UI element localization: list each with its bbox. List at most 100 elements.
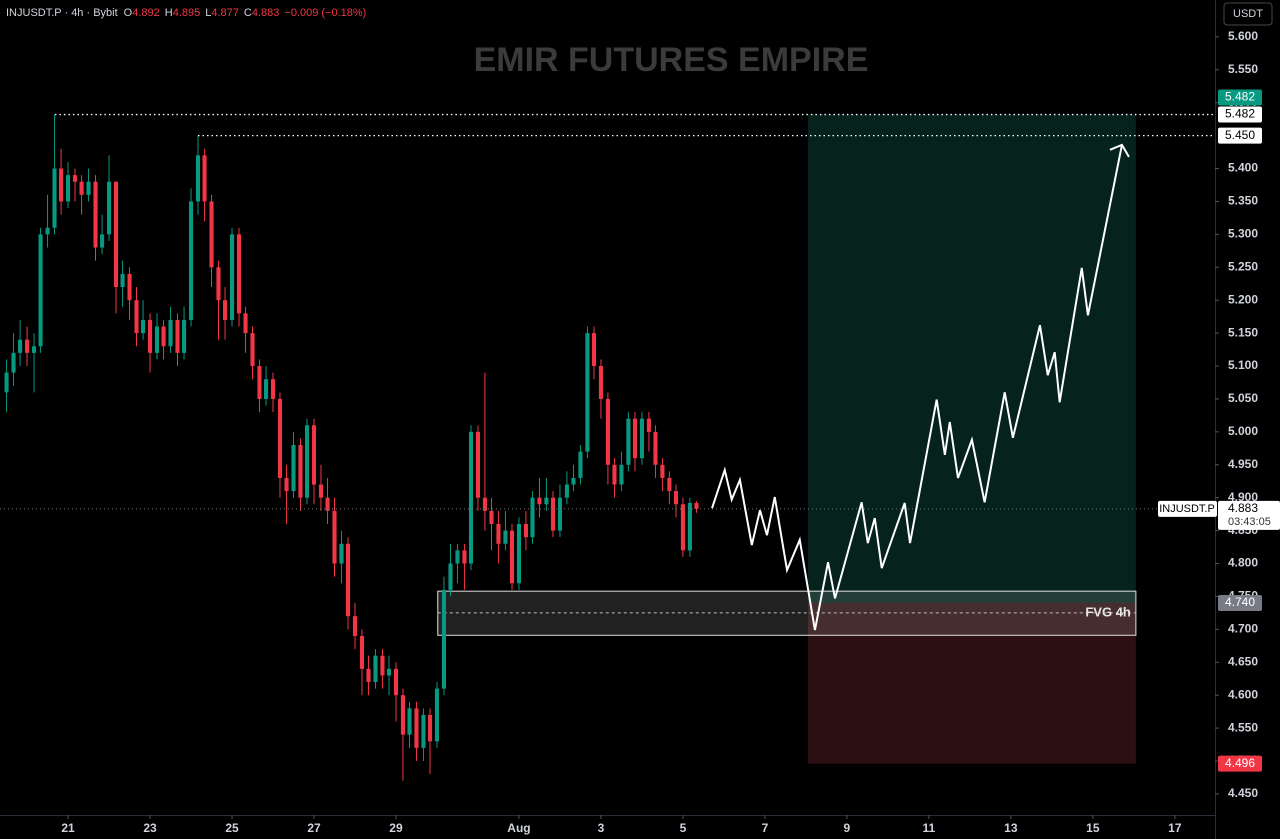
candle-body <box>468 431 474 564</box>
candle-body <box>571 477 576 485</box>
candle-body <box>304 425 310 498</box>
candle-body <box>168 319 173 347</box>
price-label: 5.482 <box>1225 90 1255 104</box>
candle-body <box>31 346 37 353</box>
candles <box>4 114 699 781</box>
candle-body <box>120 273 125 288</box>
candle-body <box>291 445 296 492</box>
x-tick-label: 11 <box>923 821 936 835</box>
candle-body <box>222 300 228 320</box>
candle-body <box>195 155 201 202</box>
x-tick-label: 23 <box>143 821 157 835</box>
symbol-tag-bg <box>1158 500 1217 517</box>
candle-body <box>667 477 672 492</box>
candle-body <box>489 510 494 525</box>
candle-body <box>25 339 30 353</box>
x-tick-label: 9 <box>844 821 851 835</box>
candle-body <box>639 418 644 459</box>
zones: FVG 4h <box>437 114 1137 764</box>
candle-body <box>509 530 515 584</box>
y-tick-label: 5.100 <box>1228 358 1258 372</box>
y-tick-label: 4.950 <box>1228 457 1258 471</box>
candle-body <box>523 524 528 538</box>
stop-zone <box>807 603 1136 764</box>
candle-body <box>434 688 440 742</box>
candle-body <box>311 425 317 485</box>
candle-body <box>257 366 262 399</box>
candle-body <box>380 655 385 676</box>
candle-body <box>598 366 603 399</box>
candle-body <box>243 313 248 334</box>
x-tick-label: 29 <box>389 821 403 835</box>
candle-body <box>141 319 146 334</box>
candle-body <box>605 398 610 465</box>
price-label: 4.496 <box>1225 756 1255 770</box>
candle-body <box>530 497 535 538</box>
candle-body <box>578 451 583 478</box>
candle-body <box>516 524 522 584</box>
candle-body <box>345 543 351 617</box>
candle-body <box>298 445 303 498</box>
price-label-bg <box>1218 755 1262 772</box>
x-tick-label: 13 <box>1004 821 1018 835</box>
candle-body <box>632 418 638 459</box>
candle-body <box>694 502 699 509</box>
countdown: 03:43:05 <box>1228 516 1271 528</box>
x-tick-label: 5 <box>680 821 687 835</box>
candle-body <box>653 431 658 465</box>
candle-body <box>400 695 405 735</box>
candle-body <box>175 319 180 353</box>
candle-body <box>591 333 597 367</box>
candle-body <box>325 497 330 511</box>
candle-body <box>202 155 207 202</box>
candle-body <box>585 333 590 452</box>
candle-body <box>147 319 153 353</box>
candle-body <box>475 431 481 498</box>
x-tick-label: 27 <box>307 821 321 835</box>
candle-body <box>79 181 84 195</box>
y-tick-label: 5.050 <box>1228 391 1258 405</box>
candle-body <box>482 497 487 511</box>
x-tick-label: 25 <box>225 821 239 835</box>
candle-body <box>250 333 255 367</box>
candle-body <box>86 181 91 195</box>
y-tick-label: 5.000 <box>1228 424 1258 438</box>
candle-body <box>393 668 399 696</box>
overlay <box>0 113 1215 631</box>
candle-body <box>455 550 460 564</box>
candle-body <box>421 714 426 748</box>
candle-body <box>619 464 624 485</box>
price-label: 5.450 <box>1225 128 1255 142</box>
candle-body <box>448 563 453 590</box>
y-tick-label: 5.550 <box>1228 62 1258 76</box>
y-tick-label: 5.350 <box>1228 194 1258 208</box>
ohlc-letter: C <box>244 7 252 19</box>
y-tick-label: 5.600 <box>1228 29 1258 43</box>
candle-body <box>59 168 64 202</box>
y-tick-label: 4.550 <box>1228 720 1258 734</box>
x-tick-label: 7 <box>762 821 769 835</box>
y-tick-label: 4.900 <box>1228 490 1258 504</box>
last-price: 4.883 <box>1228 501 1258 515</box>
legend-header: INJUSDT.P · 4h · Bybit O4.892 H4.895 L4.877… <box>6 7 366 19</box>
ohlc-value: 4.895 <box>173 7 201 19</box>
ohlc-letter: O <box>124 7 133 19</box>
candle-body <box>11 352 16 373</box>
candle-body <box>550 497 556 531</box>
candle-body <box>427 714 433 742</box>
candle-body <box>284 477 289 492</box>
candle-body <box>52 168 57 228</box>
candle-body <box>188 201 194 320</box>
candle-body <box>332 510 337 564</box>
candle-body <box>407 708 412 735</box>
currency-box[interactable] <box>1223 2 1273 26</box>
x-tick-label: 3 <box>598 821 605 835</box>
candle-body <box>277 398 283 478</box>
candle-body <box>100 234 105 248</box>
candle-body <box>4 372 9 393</box>
ohlc-value: 4.892 <box>132 7 160 19</box>
x-tick-label: 21 <box>61 821 75 835</box>
candle-body <box>414 708 419 748</box>
candle-body <box>680 504 685 551</box>
